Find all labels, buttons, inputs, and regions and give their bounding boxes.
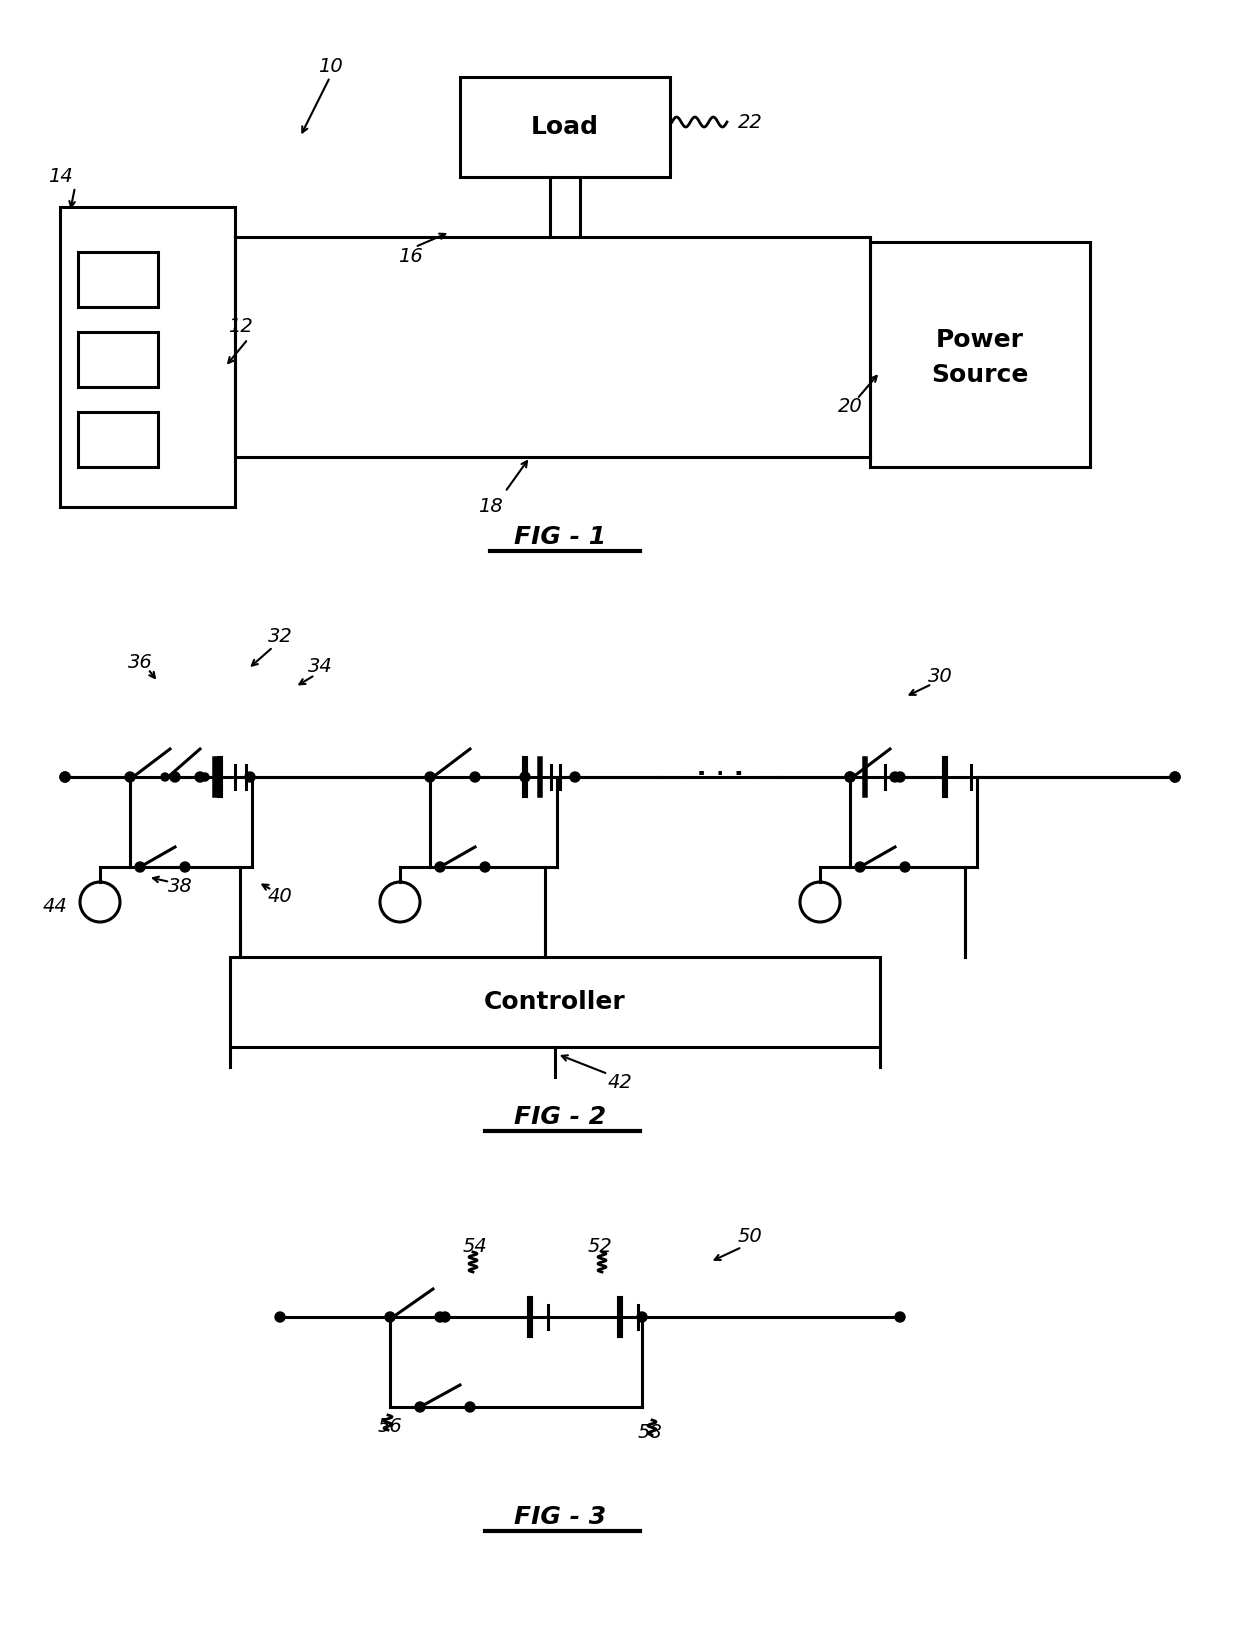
Bar: [78, 252, 157, 306]
Circle shape: [60, 772, 69, 782]
Text: FIG - 1: FIG - 1: [513, 525, 606, 548]
Text: 20: 20: [838, 397, 862, 417]
Text: 54: 54: [463, 1237, 487, 1257]
Circle shape: [465, 1402, 475, 1411]
Circle shape: [570, 772, 580, 782]
Circle shape: [637, 1313, 647, 1323]
Text: 58: 58: [637, 1423, 662, 1441]
Text: Source: Source: [931, 362, 1029, 387]
Text: 40: 40: [268, 888, 293, 906]
Text: 36: 36: [128, 652, 153, 672]
Bar: [229, 957, 880, 1047]
Circle shape: [170, 772, 180, 782]
Text: 56: 56: [378, 1418, 402, 1436]
Circle shape: [195, 772, 205, 782]
Text: 30: 30: [928, 667, 952, 687]
Text: FIG - 3: FIG - 3: [513, 1505, 606, 1528]
Bar: [78, 412, 157, 468]
Text: 44: 44: [42, 898, 67, 916]
Bar: [460, 77, 670, 176]
Circle shape: [440, 1313, 450, 1323]
Text: 16: 16: [398, 247, 423, 267]
Circle shape: [890, 772, 900, 782]
Circle shape: [435, 861, 445, 871]
Circle shape: [135, 861, 145, 871]
Bar: [870, 242, 1090, 468]
Text: 12: 12: [228, 318, 253, 336]
Text: 18: 18: [477, 497, 502, 517]
Text: 34: 34: [308, 657, 332, 677]
Circle shape: [60, 772, 69, 782]
Circle shape: [470, 772, 480, 782]
Text: 52: 52: [588, 1237, 613, 1257]
Circle shape: [895, 1313, 905, 1323]
Circle shape: [384, 1313, 396, 1323]
Circle shape: [1171, 772, 1180, 782]
Circle shape: [201, 772, 210, 781]
Text: 14: 14: [47, 168, 72, 186]
Circle shape: [844, 772, 856, 782]
Circle shape: [161, 772, 169, 781]
Text: 42: 42: [608, 1072, 632, 1092]
Text: · · ·: · · ·: [698, 761, 743, 789]
Circle shape: [900, 861, 910, 871]
Circle shape: [844, 772, 856, 782]
Circle shape: [1171, 772, 1180, 782]
Text: · · ·: · · ·: [696, 761, 744, 789]
Circle shape: [246, 772, 255, 782]
Circle shape: [180, 861, 190, 871]
Text: 10: 10: [317, 58, 342, 76]
Bar: [60, 208, 236, 507]
Circle shape: [895, 772, 905, 782]
Text: Load: Load: [531, 115, 599, 138]
Text: 50: 50: [738, 1227, 763, 1247]
Text: 32: 32: [268, 628, 293, 647]
Circle shape: [480, 861, 490, 871]
Text: Power: Power: [936, 328, 1024, 352]
Text: 22: 22: [738, 112, 763, 132]
Circle shape: [856, 861, 866, 871]
Text: Controller: Controller: [484, 990, 626, 1015]
Bar: [78, 333, 157, 387]
Text: FIG - 2: FIG - 2: [513, 1105, 606, 1128]
Circle shape: [425, 772, 435, 782]
Text: 38: 38: [167, 878, 192, 896]
Circle shape: [125, 772, 135, 782]
Circle shape: [520, 772, 529, 782]
Circle shape: [435, 1313, 445, 1323]
Circle shape: [415, 1402, 425, 1411]
Circle shape: [275, 1313, 285, 1323]
